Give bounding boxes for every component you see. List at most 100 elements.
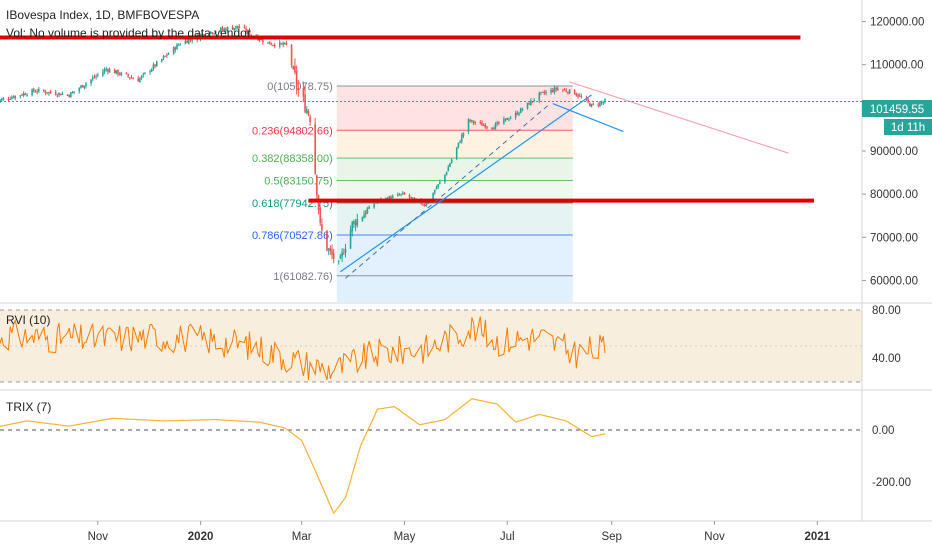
price-tick-label: 70000.00: [870, 232, 918, 244]
candle: [498, 121, 500, 124]
fib-level-label: 0(105078.75): [267, 81, 332, 93]
candle: [248, 29, 251, 35]
candle: [245, 28, 247, 33]
candle: [144, 72, 146, 74]
candle: [361, 217, 364, 221]
candle: [278, 42, 281, 47]
candle: [14, 95, 17, 99]
candle: [70, 92, 72, 98]
candle: [213, 33, 215, 35]
candle: [504, 118, 507, 120]
candle: [214, 31, 217, 33]
candle: [391, 195, 394, 199]
candle: [179, 44, 182, 46]
candle: [492, 128, 495, 130]
candle: [516, 112, 519, 115]
candle: [565, 90, 568, 92]
candle: [354, 221, 357, 226]
candle: [553, 87, 556, 93]
candle: [479, 122, 482, 124]
candle: [578, 95, 581, 97]
trend-line: [552, 102, 624, 133]
candle: [140, 75, 143, 79]
candle: [412, 197, 414, 199]
candle: [400, 193, 402, 195]
candle: [21, 94, 23, 96]
candle: [85, 83, 87, 86]
candle: [590, 104, 593, 107]
time-tick-label: Sep: [601, 531, 621, 543]
candle: [139, 78, 141, 82]
candle: [604, 99, 606, 102]
time-tick-label: May: [394, 531, 416, 543]
candle: [543, 92, 546, 94]
rvi-tick-label: 80.00: [872, 305, 901, 317]
candle: [285, 43, 288, 45]
candle: [167, 53, 170, 55]
candle: [81, 85, 84, 88]
candle: [351, 221, 354, 232]
candle: [54, 92, 57, 95]
candle: [597, 104, 600, 106]
candle: [471, 120, 473, 122]
candle: [557, 88, 559, 91]
candle: [545, 91, 547, 94]
candle: [59, 93, 62, 96]
candle: [115, 70, 118, 74]
time-tick-label: Mar: [292, 531, 312, 543]
candle: [509, 117, 512, 119]
candle: [34, 91, 37, 93]
candle: [503, 118, 505, 124]
candle: [166, 54, 168, 56]
candle: [297, 87, 300, 90]
candle: [91, 77, 94, 80]
candle: [388, 196, 391, 200]
candle: [36, 91, 38, 93]
candle: [444, 174, 446, 183]
candle: [602, 102, 605, 104]
candle: [233, 27, 236, 31]
price-badge: 101459.55 1d 11h: [862, 100, 932, 135]
candle: [408, 194, 411, 198]
candle: [208, 34, 210, 37]
trix-title: TRIX (7): [6, 400, 51, 414]
candle: [184, 40, 187, 45]
candle: [125, 72, 128, 75]
candle: [327, 249, 330, 251]
candle: [268, 41, 271, 45]
fib-level-label: 0.236(94802.66): [252, 125, 333, 137]
candle: [231, 27, 234, 30]
candle: [0, 99, 1, 101]
candle: [447, 166, 450, 172]
candle: [469, 119, 471, 122]
candle: [459, 141, 461, 143]
candle: [555, 87, 557, 90]
candle: [309, 116, 311, 122]
candle: [58, 92, 60, 95]
fib-level-label: 0.786(70527.86): [252, 230, 333, 242]
candle: [246, 30, 249, 33]
candle: [161, 59, 163, 62]
candle: [107, 69, 109, 72]
candle: [154, 64, 156, 67]
candle: [176, 44, 178, 50]
candle: [482, 124, 485, 126]
candle: [186, 40, 188, 43]
candle: [526, 102, 529, 109]
candle: [282, 43, 284, 45]
candle: [450, 159, 453, 164]
candle: [262, 39, 264, 43]
candle: [307, 111, 310, 115]
candle: [38, 89, 40, 92]
candle: [321, 224, 323, 231]
candle: [339, 255, 342, 259]
price-tick-label: 110000.00: [870, 60, 924, 72]
candle: [155, 61, 158, 66]
trix-line: [0, 398, 606, 515]
candle: [118, 73, 121, 75]
candle: [326, 230, 328, 251]
time-tick-label: 2020: [188, 531, 214, 543]
